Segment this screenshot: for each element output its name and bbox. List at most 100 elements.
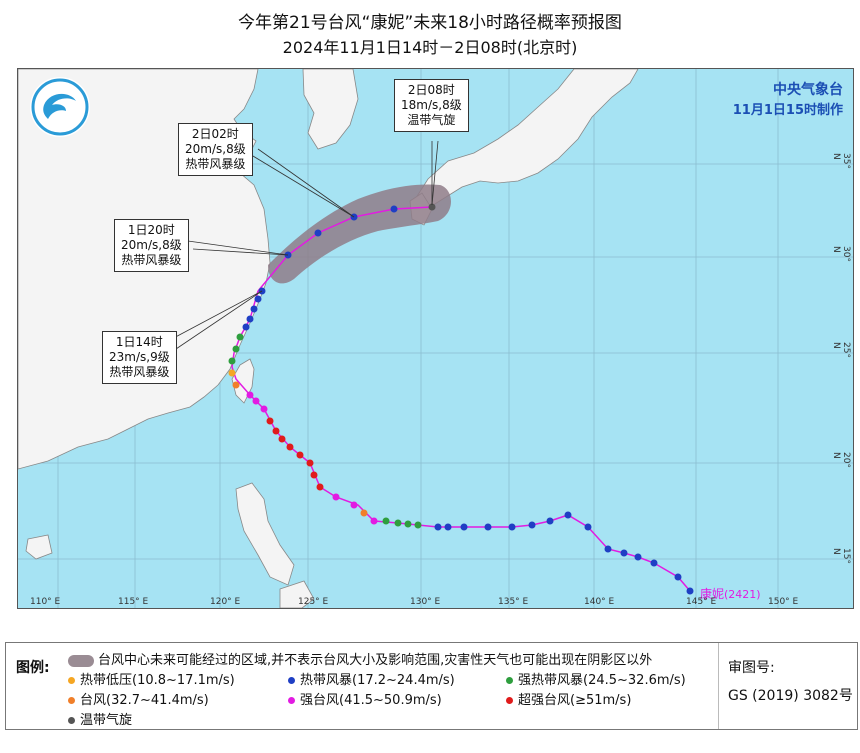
track-point — [350, 501, 358, 509]
extratropical-dot-icon — [68, 717, 75, 724]
callout-current-0114: 1日14时 23m/s,9级 热带风暴级 — [102, 331, 177, 384]
sts-dot-icon — [506, 677, 513, 684]
legend-item: 台风(32.7~41.4m/s) — [68, 689, 209, 708]
philippines-south — [279, 580, 315, 608]
track-point — [232, 345, 240, 353]
legend-item: 强热带风暴(24.5~32.6m/s) — [506, 669, 686, 688]
legend-label: 台风(32.7~41.4m/s) — [80, 693, 209, 708]
legend-item: 热带风暴(17.2~24.4m/s) — [288, 669, 455, 688]
callout-type: 热带风暴级 — [109, 365, 170, 379]
track-points — [228, 203, 694, 595]
callout-time: 1日14时 — [115, 335, 163, 349]
legend-item: 热带低压(10.8~17.1m/s) — [68, 669, 235, 688]
forecast-point — [390, 205, 398, 213]
track-point — [254, 295, 262, 303]
lon-tick: 140° E — [584, 597, 615, 607]
lat-tick: 30° N — [831, 246, 851, 262]
callout-leaders — [167, 140, 439, 352]
track-point — [266, 417, 274, 425]
legend-label: 强热带风暴(24.5~32.6m/s) — [518, 673, 686, 688]
track-point — [228, 369, 236, 377]
callout-wind: 20m/s,8级 — [121, 238, 182, 252]
forecast-probability-area — [268, 184, 451, 284]
legend-divider — [718, 643, 719, 729]
map-subtitle: 2024年11月1日14时－2日08时(北京时) — [282, 38, 578, 57]
legend-label: 热带风暴(17.2~24.4m/s) — [300, 673, 455, 688]
callout-time: 2日08时 — [407, 83, 455, 97]
callout-type: 热带风暴级 — [121, 253, 182, 267]
legend-label: 温带气旋 — [80, 713, 133, 728]
track-point — [604, 545, 612, 553]
track-point — [546, 517, 554, 525]
track-point — [296, 451, 304, 459]
legend-area-row: 台风中心未来可能经过的区域,并不表示台风大小及影响范围,灾害性天气也可能出现在阴… — [68, 649, 652, 668]
review-number: GS (2019) 3082号 — [728, 688, 853, 704]
callout-type: 温带气旋 — [407, 113, 456, 127]
td-dot-icon — [68, 677, 75, 684]
forecast-point — [428, 203, 436, 211]
track-point — [414, 521, 422, 529]
track-point — [316, 483, 324, 491]
track-point — [444, 523, 452, 531]
callout-type: 热带风暴级 — [185, 157, 246, 171]
legend-label: 强台风(41.5~50.9m/s) — [300, 693, 442, 708]
track-point — [236, 333, 244, 341]
lon-tick: 135° E — [498, 597, 529, 607]
track-point — [686, 587, 694, 595]
callout-wind: 18m/s,8级 — [401, 98, 462, 112]
track-point — [460, 523, 468, 531]
lon-tick: 115° E — [118, 597, 149, 607]
track-point — [332, 493, 340, 501]
callout-forecast-0120: 1日20时 20m/s,8级 热带风暴级 — [114, 219, 189, 272]
lon-tick: 130° E — [410, 597, 441, 607]
lat-tick: 25° N — [831, 342, 851, 358]
philippines-land — [235, 482, 295, 586]
track-point — [382, 517, 390, 525]
callout-time: 1日20时 — [127, 223, 175, 237]
legend-item: 温带气旋 — [68, 709, 132, 728]
japan-land — [413, 69, 639, 208]
lon-tick: 145° E — [686, 597, 717, 607]
lon-tick: 110° E — [30, 597, 61, 607]
superty-dot-icon — [506, 697, 513, 704]
typhoon-name-label: 康妮(2421) — [700, 585, 761, 602]
lat-tick: 15° N — [831, 548, 851, 564]
forecast-area-swatch — [68, 654, 94, 667]
lon-tick: 120° E — [210, 597, 241, 607]
typhoon-code: (2421) — [724, 588, 761, 601]
track-point — [674, 573, 682, 581]
track-point — [278, 435, 286, 443]
legend-item: 超强台风(≥51m/s) — [506, 689, 631, 708]
track-point — [252, 397, 260, 405]
hainan-land — [25, 534, 53, 560]
track-point — [528, 521, 536, 529]
track-point — [620, 549, 628, 557]
production-time: 11月1日15时制作 — [732, 103, 843, 118]
track-point — [634, 553, 642, 561]
agency-name: 中央气象台 — [773, 82, 843, 98]
track-point — [394, 519, 402, 527]
lon-tick: 125° E — [298, 597, 329, 607]
track-point — [370, 517, 378, 525]
track-point — [508, 523, 516, 531]
track-point — [360, 509, 368, 517]
map-canvas — [18, 69, 853, 608]
typhoon-track-map: 中央气象台 11月1日15时制作 2日08时 18m/s,8级 温带气旋 2日0… — [17, 68, 854, 609]
lat-tick: 35° N — [831, 153, 851, 169]
callout-forecast-0202: 2日02时 20m/s,8级 热带风暴级 — [178, 123, 253, 176]
callout-time: 2日02时 — [191, 127, 239, 141]
callout-wind: 20m/s,8级 — [185, 142, 246, 156]
ty-dot-icon — [68, 697, 75, 704]
track-point — [306, 459, 314, 467]
lat-tick: 20° N — [831, 452, 851, 468]
track-point — [310, 471, 318, 479]
track-point — [484, 523, 492, 531]
track-point — [272, 427, 280, 435]
ts-dot-icon — [288, 677, 295, 684]
track-point — [246, 391, 254, 399]
review-label: 审图号: — [728, 660, 775, 676]
forecast-point — [314, 229, 322, 237]
sty-dot-icon — [288, 697, 295, 704]
legend-item: 强台风(41.5~50.9m/s) — [288, 689, 442, 708]
legend-title: 图例: — [16, 660, 50, 676]
